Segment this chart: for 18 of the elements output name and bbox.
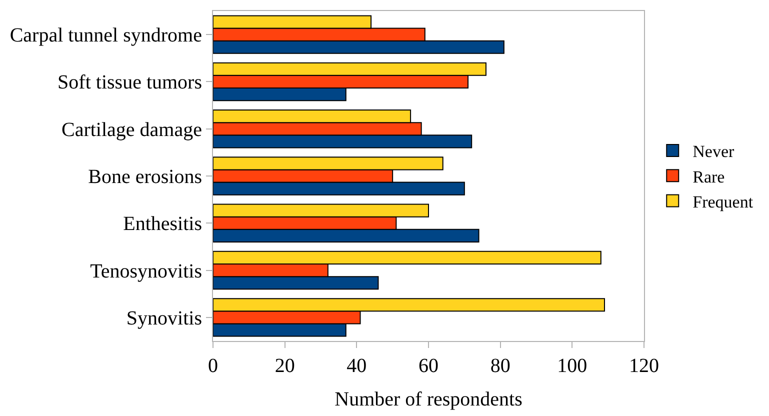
x-tick-label: 40 [346, 355, 367, 377]
x-axis-title: Number of respondents [334, 388, 523, 410]
x-tick-label: 120 [629, 355, 659, 377]
x-tick-label: 80 [490, 355, 510, 377]
y-tick-label: Cartilage damage [62, 118, 202, 141]
y-tick-label: Synovitis [126, 307, 202, 330]
legend-label: Never [692, 142, 734, 162]
legend-label: Frequent [692, 192, 754, 212]
y-tick-label: Tenosynovitis [90, 260, 202, 282]
x-tick-label: 0 [208, 355, 218, 377]
y-tick-label: Carpal tunnel syndrome [10, 24, 202, 47]
y-tick-label: Enthesitis [123, 213, 202, 236]
legend-label: Rare [692, 167, 725, 186]
x-tick-label: 60 [418, 355, 438, 377]
x-tick-label: 100 [557, 355, 588, 377]
y-tick-label: Soft tissue tumors [58, 72, 202, 94]
y-tick-label: Bone erosions [88, 166, 202, 188]
x-tick-label: 20 [274, 355, 295, 377]
